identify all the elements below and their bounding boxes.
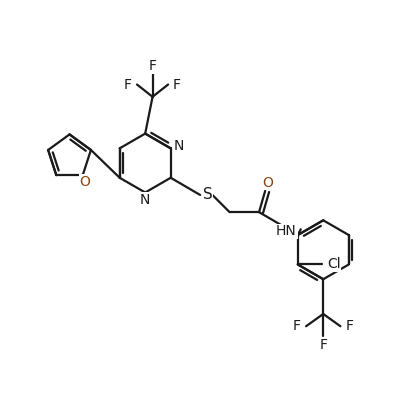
Text: S: S: [202, 187, 212, 202]
Text: Cl: Cl: [327, 258, 341, 272]
Text: F: F: [173, 77, 181, 91]
Text: HN: HN: [276, 225, 297, 239]
Text: N: N: [174, 139, 184, 153]
Text: F: F: [148, 59, 157, 73]
Text: F: F: [124, 77, 132, 91]
Text: F: F: [346, 319, 353, 333]
Text: F: F: [319, 338, 327, 352]
Text: O: O: [79, 175, 90, 189]
Text: N: N: [140, 193, 151, 207]
Text: O: O: [262, 176, 273, 190]
Text: F: F: [293, 319, 301, 333]
